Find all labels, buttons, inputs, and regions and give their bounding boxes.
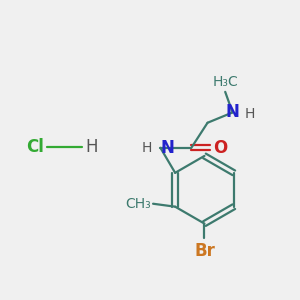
Text: Cl: Cl [26, 138, 44, 156]
Text: Br: Br [194, 242, 215, 260]
Text: H: H [85, 138, 98, 156]
Text: CH₃: CH₃ [125, 197, 151, 211]
Text: N: N [226, 103, 239, 122]
Text: H₃C: H₃C [212, 76, 238, 89]
Text: H: H [142, 141, 152, 155]
Text: H: H [245, 107, 255, 121]
Text: N: N [160, 139, 174, 157]
Text: O: O [213, 139, 228, 157]
